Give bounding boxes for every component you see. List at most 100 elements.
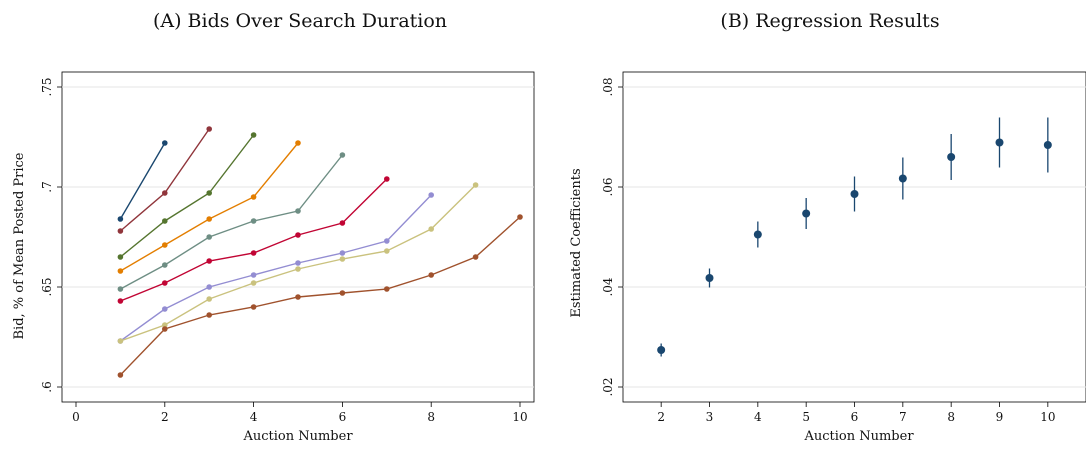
- data-point: [117, 298, 124, 304]
- y-tick-label: .06: [601, 177, 615, 196]
- series-4: [117, 140, 301, 274]
- data-point: [339, 220, 346, 226]
- data-point: [802, 209, 811, 218]
- data-point: [162, 140, 168, 146]
- data-point: [339, 152, 346, 158]
- data-point: [117, 254, 124, 260]
- data-point: [947, 153, 956, 161]
- data-point: [472, 182, 479, 188]
- panel-b-series: [657, 117, 1052, 357]
- y-tick-label: .7: [40, 181, 54, 192]
- y-tick-label: .02: [601, 377, 615, 396]
- x-tick-label: 8: [947, 410, 955, 424]
- series-line: [119, 216, 521, 376]
- data-point: [162, 218, 168, 224]
- data-point: [162, 326, 168, 332]
- series-8: [117, 182, 479, 344]
- data-point: [295, 232, 301, 238]
- data-point: [339, 256, 346, 262]
- x-tick-label: 5: [802, 410, 810, 424]
- data-point: [850, 190, 859, 198]
- data-point: [162, 306, 168, 312]
- x-tick-label: 3: [706, 410, 714, 424]
- x-tick-label: 10: [512, 410, 527, 424]
- x-tick-label: 4: [754, 410, 762, 424]
- panel-b-y-ticks: .02 .04 .06 .08: [601, 77, 623, 397]
- series-line: [120, 154, 343, 290]
- panel-a-gridlines: [62, 86, 534, 388]
- panel-a-y-axis-label: Bid, % of Mean Posted Price: [12, 152, 27, 339]
- panel-b-x-axis-label: Auction Number: [803, 429, 914, 444]
- series-6: [117, 176, 390, 304]
- panel-a-x-ticks: 0 2 4 6 8 10: [72, 402, 528, 424]
- data-point: [657, 346, 666, 354]
- data-point: [117, 268, 124, 274]
- series-5: [117, 152, 346, 292]
- series-3: [117, 132, 257, 260]
- data-point: [295, 266, 301, 272]
- panel-a-y-ticks: .6 .65 .7 .75: [40, 77, 62, 393]
- data-point: [705, 274, 714, 282]
- data-point: [117, 338, 124, 344]
- panel-b-y-axis-label: Estimated Coefficients: [569, 168, 584, 317]
- data-point: [206, 284, 212, 290]
- data-point: [753, 230, 762, 239]
- data-point: [1043, 141, 1052, 149]
- data-point: [428, 272, 435, 278]
- panel-a-title: (A) Bids Over Search Duration: [153, 10, 447, 32]
- data-point: [384, 286, 390, 292]
- data-point: [428, 226, 435, 232]
- data-point: [117, 228, 124, 234]
- data-point: [117, 372, 124, 378]
- panel-a-series: [117, 126, 523, 378]
- data-point: [206, 296, 212, 302]
- panel-a-x-axis-label: Auction Number: [242, 429, 353, 444]
- data-point: [250, 280, 257, 286]
- data-point: [117, 216, 124, 222]
- x-tick-label: 2: [657, 410, 665, 424]
- data-point: [898, 174, 907, 183]
- series-1: [117, 140, 168, 222]
- data-point: [295, 260, 301, 266]
- data-point: [250, 272, 257, 278]
- data-point: [295, 294, 301, 300]
- data-point: [162, 242, 168, 248]
- data-point: [472, 254, 479, 260]
- data-point: [206, 126, 212, 132]
- series-line: [119, 134, 255, 258]
- data-point: [206, 216, 212, 222]
- x-tick-label: 6: [851, 410, 859, 424]
- series-line: [119, 142, 166, 220]
- data-point: [339, 290, 346, 296]
- data-point: [295, 140, 301, 146]
- panel-b-x-ticks: 2 3 4 5 6 7 8 9 10: [657, 402, 1055, 424]
- data-point: [206, 234, 212, 240]
- x-tick-label: 8: [427, 410, 435, 424]
- y-tick-label: .6: [40, 381, 54, 392]
- y-tick-label: .65: [40, 277, 54, 296]
- data-point: [250, 304, 257, 310]
- data-point: [250, 132, 257, 138]
- x-tick-label: 9: [996, 410, 1004, 424]
- data-point: [995, 138, 1004, 147]
- data-point: [250, 250, 257, 256]
- data-point: [384, 238, 390, 244]
- data-point: [117, 286, 124, 292]
- y-tick-label: .04: [601, 277, 615, 296]
- data-point: [517, 214, 523, 220]
- data-point: [162, 322, 168, 328]
- data-point: [206, 258, 212, 264]
- data-point: [384, 176, 390, 182]
- panel-a: (A) Bids Over Search Duration .6 .65 .7 .75…: [12, 10, 535, 444]
- x-tick-label: 10: [1040, 410, 1055, 424]
- data-point: [250, 194, 257, 200]
- data-point: [295, 208, 301, 214]
- y-tick-label: .75: [40, 77, 54, 96]
- x-tick-label: 6: [339, 410, 347, 424]
- data-point: [162, 280, 168, 286]
- x-tick-label: 4: [250, 410, 258, 424]
- coefficient-series: [657, 117, 1052, 357]
- panel-b: (B) Regression Results .02 .04 .06 .08 2 3 4 5…: [569, 10, 1086, 444]
- panel-b-plot-area: [622, 71, 1086, 403]
